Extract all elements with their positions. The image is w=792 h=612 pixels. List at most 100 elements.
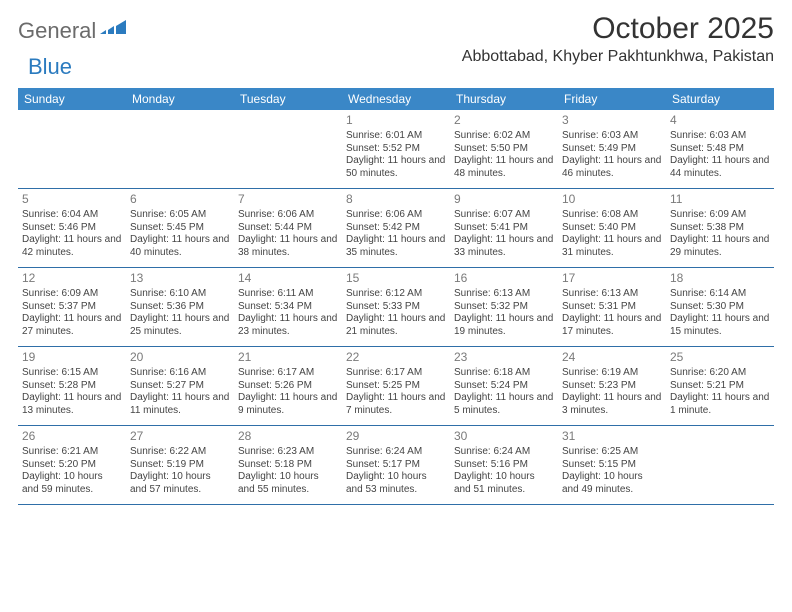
dow-cell: Friday [558,88,666,110]
sunrise-text: Sunrise: 6:24 AM [346,446,446,459]
sunset-text: Sunset: 5:41 PM [454,222,554,235]
day-cell: 28Sunrise: 6:23 AMSunset: 5:18 PMDayligh… [234,426,342,504]
day-cell: 9Sunrise: 6:07 AMSunset: 5:41 PMDaylight… [450,189,558,267]
day-cell [666,426,774,504]
day-cell: 21 Sunrise: 6:17 AMSunset: 5:26 PMDayligh… [234,347,342,425]
sunrise-text: Sunrise: 6:22 AM [130,446,230,459]
brand-logo: General [18,12,128,44]
sunrise-text: Sunrise: 6:01 AM [346,130,446,143]
sunset-text: Sunset: 5:23 PM [562,380,662,393]
day-cell: 22Sunrise: 6:17 AMSunset: 5:25 PMDayligh… [342,347,450,425]
calendar-table: SundayMondayTuesdayWednesdayThursdayFrid… [18,88,774,505]
daylight-text: Daylight: 11 hours and 38 minutes. [238,234,338,259]
month-title: October 2025 [462,12,774,46]
sunset-text: Sunset: 5:19 PM [130,459,230,472]
sunrise-text: Sunrise: 6:06 AM [346,209,446,222]
daylight-text: Daylight: 11 hours and 31 minutes. [562,234,662,259]
day-cell: 19Sunrise: 6:15 AMSunset: 5:28 PMDayligh… [18,347,126,425]
daylight-text: Daylight: 11 hours and 48 minutes. [454,155,554,180]
day-number: 20 [130,350,230,365]
sunrise-text: Sunrise: 6:25 AM [562,446,662,459]
brand-bars-icon [100,20,126,34]
day-cell: 17Sunrise: 6:13 AMSunset: 5:31 PMDayligh… [558,268,666,346]
sunrise-text: Sunrise: 6:14 AM [670,288,770,301]
daylight-text: Daylight: 11 hours and 23 minutes. [238,313,338,338]
day-cell: 29Sunrise: 6:24 AMSunset: 5:17 PMDayligh… [342,426,450,504]
day-number: 8 [346,192,446,207]
dow-cell: Saturday [666,88,774,110]
day-cell: 2Sunrise: 6:02 AMSunset: 5:50 PMDaylight… [450,110,558,188]
sunset-text: Sunset: 5:15 PM [562,459,662,472]
sunrise-text: Sunrise: 6:18 AM [454,367,554,380]
day-number: 3 [562,113,662,128]
sunset-text: Sunset: 5:50 PM [454,143,554,156]
day-number: 10 [562,192,662,207]
sunrise-text: Sunrise: 6:05 AM [130,209,230,222]
sunset-text: Sunset: 5:48 PM [670,143,770,156]
sunrise-text: Sunrise: 6:07 AM [454,209,554,222]
sunset-text: Sunset: 5:31 PM [562,301,662,314]
sunrise-text: Sunrise: 6:17 AM [238,367,338,380]
day-number: 27 [130,429,230,444]
day-number: 29 [346,429,446,444]
sunset-text: Sunset: 5:28 PM [22,380,122,393]
sunrise-text: Sunrise: 6:12 AM [346,288,446,301]
day-number: 26 [22,429,122,444]
day-number: 31 [562,429,662,444]
daylight-text: Daylight: 10 hours and 55 minutes. [238,471,338,496]
week-row: 12Sunrise: 6:09 AMSunset: 5:37 PMDayligh… [18,268,774,347]
day-cell: 25Sunrise: 6:20 AMSunset: 5:21 PMDayligh… [666,347,774,425]
day-cell: 13Sunrise: 6:10 AMSunset: 5:36 PMDayligh… [126,268,234,346]
day-cell: 11Sunrise: 6:09 AMSunset: 5:38 PMDayligh… [666,189,774,267]
daylight-text: Daylight: 11 hours and 13 minutes. [22,392,122,417]
sunrise-text: Sunrise: 6:06 AM [238,209,338,222]
day-number: 11 [670,192,770,207]
daylight-text: Daylight: 11 hours and 27 minutes. [22,313,122,338]
daylight-text: Daylight: 10 hours and 57 minutes. [130,471,230,496]
day-number: 21 [238,350,338,365]
daylight-text: Daylight: 11 hours and 1 minute. [670,392,770,417]
day-number: 16 [454,271,554,286]
dow-cell: Monday [126,88,234,110]
week-row: 26Sunrise: 6:21 AMSunset: 5:20 PMDayligh… [18,426,774,505]
sunrise-text: Sunrise: 6:19 AM [562,367,662,380]
daylight-text: Daylight: 10 hours and 49 minutes. [562,471,662,496]
day-number: 14 [238,271,338,286]
day-cell: 27 Sunrise: 6:22 AMSunset: 5:19 PMDayligh… [126,426,234,504]
dow-cell: Sunday [18,88,126,110]
daylight-text: Daylight: 11 hours and 9 minutes. [238,392,338,417]
daylight-text: Daylight: 11 hours and 46 minutes. [562,155,662,180]
day-cell: 24Sunrise: 6:19 AMSunset: 5:23 PMDayligh… [558,347,666,425]
day-number: 28 [238,429,338,444]
sunrise-text: Sunrise: 6:09 AM [670,209,770,222]
daylight-text: Daylight: 10 hours and 53 minutes. [346,471,446,496]
daylight-text: Daylight: 11 hours and 11 minutes. [130,392,230,417]
day-number: 2 [454,113,554,128]
day-cell: 4Sunrise: 6:03 AMSunset: 5:48 PMDaylight… [666,110,774,188]
sunset-text: Sunset: 5:45 PM [130,222,230,235]
day-number: 1 [346,113,446,128]
sunrise-text: Sunrise: 6:11 AM [238,288,338,301]
brand-text-gray: General [18,18,96,44]
sunset-text: Sunset: 5:26 PM [238,380,338,393]
sunrise-text: Sunrise: 6:03 AM [670,130,770,143]
day-cell: 3Sunrise: 6:03 AMSunset: 5:49 PMDaylight… [558,110,666,188]
daylight-text: Daylight: 11 hours and 3 minutes. [562,392,662,417]
day-cell: 15Sunrise: 6:12 AMSunset: 5:33 PMDayligh… [342,268,450,346]
day-cell: 10Sunrise: 6:08 AMSunset: 5:40 PMDayligh… [558,189,666,267]
daylight-text: Daylight: 11 hours and 35 minutes. [346,234,446,259]
day-number: 12 [22,271,122,286]
daylight-text: Daylight: 11 hours and 29 minutes. [670,234,770,259]
day-cell: 18Sunrise: 6:14 AMSunset: 5:30 PMDayligh… [666,268,774,346]
day-cell: 26Sunrise: 6:21 AMSunset: 5:20 PMDayligh… [18,426,126,504]
day-cell: 20Sunrise: 6:16 AMSunset: 5:27 PMDayligh… [126,347,234,425]
sunset-text: Sunset: 5:25 PM [346,380,446,393]
week-row: 19Sunrise: 6:15 AMSunset: 5:28 PMDayligh… [18,347,774,426]
sunrise-text: Sunrise: 6:17 AM [346,367,446,380]
dow-cell: Tuesday [234,88,342,110]
day-number: 22 [346,350,446,365]
daylight-text: Daylight: 11 hours and 19 minutes. [454,313,554,338]
daylight-text: Daylight: 11 hours and 25 minutes. [130,313,230,338]
week-row: 1Sunrise: 6:01 AMSunset: 5:52 PMDaylight… [18,110,774,189]
day-number: 18 [670,271,770,286]
